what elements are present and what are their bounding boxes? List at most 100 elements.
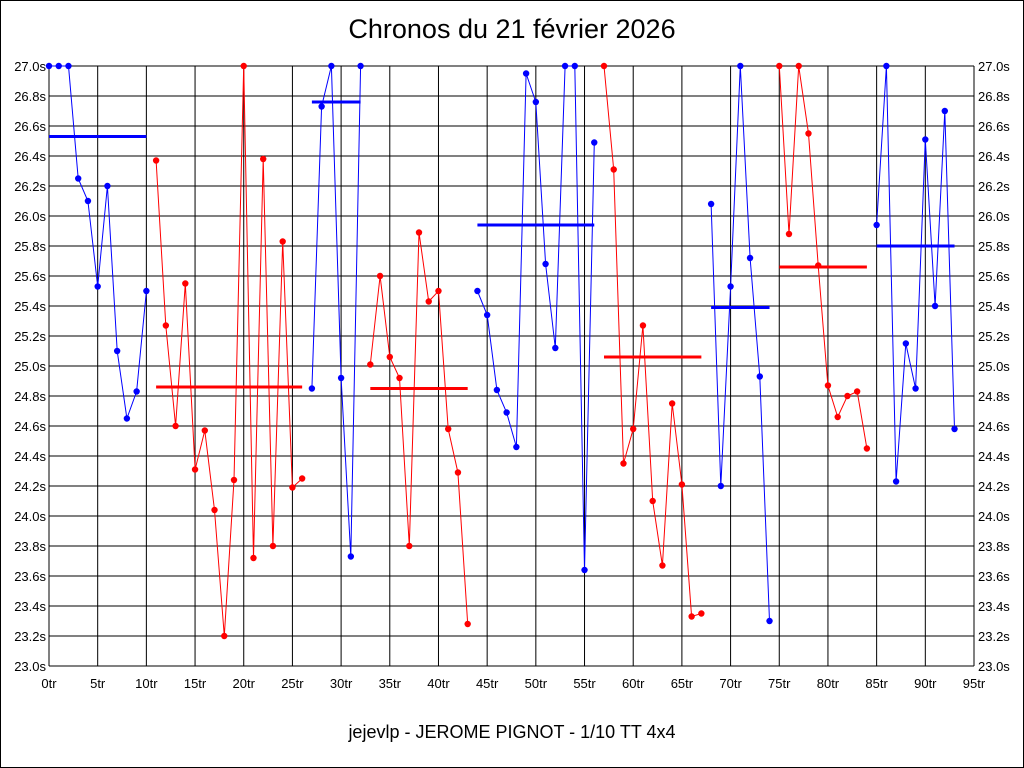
data-point — [776, 62, 783, 70]
y-tick-label-left: 24.8s — [14, 389, 46, 404]
data-point — [260, 155, 267, 163]
x-tick-label: 45tr — [476, 676, 499, 691]
y-tick-label-left: 24.6s — [14, 419, 46, 434]
data-point — [133, 388, 140, 395]
y-tick-label-left: 23.6s — [14, 569, 46, 584]
data-point — [649, 497, 656, 505]
x-tick-label: 80tr — [817, 676, 840, 691]
data-point — [873, 221, 880, 229]
y-tick-label-left: 24.0s — [14, 509, 46, 524]
y-tick-label-right: 24.0s — [978, 509, 1010, 524]
data-point — [240, 62, 247, 70]
x-tick-label: 10tr — [135, 676, 158, 691]
data-point — [688, 613, 695, 620]
data-point — [425, 298, 432, 305]
data-point — [931, 302, 939, 310]
x-tick-label: 70tr — [719, 676, 742, 691]
data-point — [152, 157, 160, 164]
x-tick-label: 35tr — [379, 676, 402, 691]
y-tick-label-left: 25.6s — [14, 269, 46, 284]
y-tick-label-right: 24.2s — [978, 479, 1010, 494]
series-line — [155, 65, 303, 637]
y-tick-label-left: 23.0s — [14, 659, 46, 674]
series-line — [369, 232, 469, 625]
y-tick-label-left: 23.2s — [14, 629, 46, 644]
y-tick-label-left: 23.8s — [14, 539, 46, 554]
data-point — [367, 361, 374, 368]
data-point — [532, 98, 540, 106]
y-tick-label-right: 25.6s — [978, 269, 1010, 284]
data-point — [853, 388, 861, 395]
data-point — [337, 374, 345, 382]
data-point — [94, 283, 101, 290]
data-point — [474, 287, 481, 295]
x-tick-label: 90tr — [914, 676, 937, 691]
y-tick-label-left: 25.4s — [14, 299, 46, 314]
data-point — [104, 182, 111, 190]
x-tick-label: 50tr — [525, 676, 548, 691]
y-tick-label-right: 25.2s — [978, 329, 1010, 344]
y-tick-label-left: 27.0s — [14, 59, 46, 74]
y-tick-label-left: 25.2s — [14, 329, 46, 344]
data-point — [620, 460, 627, 467]
y-tick-label-right: 26.8s — [978, 89, 1010, 104]
data-point — [844, 392, 851, 400]
data-point — [591, 139, 598, 146]
x-tick-label: 95tr — [963, 676, 986, 691]
data-point — [75, 175, 82, 182]
data-point — [376, 272, 384, 280]
data-point — [863, 445, 871, 452]
y-tick-label-right: 25.8s — [978, 239, 1010, 254]
data-point — [785, 230, 793, 238]
x-tick-label: 5tr — [90, 676, 106, 691]
y-tick-label-right: 24.8s — [978, 389, 1010, 404]
y-tick-label-right: 25.0s — [978, 359, 1010, 374]
data-point — [659, 562, 666, 569]
data-point — [162, 322, 170, 329]
data-point — [746, 254, 754, 262]
data-point — [698, 610, 705, 617]
data-point — [250, 554, 257, 562]
data-point — [454, 469, 462, 476]
y-tick-label-right: 27.0s — [978, 59, 1010, 74]
data-point — [357, 62, 364, 70]
data-point — [513, 443, 520, 451]
data-point — [396, 374, 403, 382]
data-point — [902, 340, 910, 347]
data-point — [795, 62, 802, 70]
y-tick-label-left: 26.0s — [14, 209, 46, 224]
data-point — [561, 62, 569, 70]
data-point — [113, 347, 121, 355]
series-line — [311, 65, 362, 557]
data-point — [221, 632, 228, 640]
data-point — [182, 280, 189, 287]
y-tick-label-right: 23.0s — [978, 659, 1010, 674]
data-point — [834, 413, 841, 421]
data-point — [600, 62, 608, 70]
y-tick-label-left: 24.4s — [14, 449, 46, 464]
y-tick-label-right: 26.0s — [978, 209, 1010, 224]
data-point — [493, 386, 501, 394]
y-tick-label-right: 23.2s — [978, 629, 1010, 644]
data-point — [298, 475, 306, 482]
data-point — [824, 382, 832, 389]
data-point — [610, 166, 617, 173]
data-point — [143, 287, 150, 295]
series-line — [876, 65, 955, 482]
x-tick-label: 0tr — [41, 676, 57, 691]
data-point — [289, 484, 296, 491]
y-tick-label-right: 26.4s — [978, 149, 1010, 164]
data-point — [269, 542, 277, 550]
y-tick-label-right: 24.6s — [978, 419, 1010, 434]
x-tick-label: 85tr — [865, 676, 888, 691]
data-point — [552, 344, 559, 352]
y-tick-label-left: 25.0s — [14, 359, 46, 374]
x-tick-label: 25tr — [281, 676, 304, 691]
data-point — [805, 130, 812, 137]
y-tick-label-left: 24.2s — [14, 479, 46, 494]
data-point — [191, 466, 199, 473]
data-point — [766, 617, 773, 625]
data-point — [386, 353, 393, 361]
x-tick-label: 75tr — [768, 676, 791, 691]
